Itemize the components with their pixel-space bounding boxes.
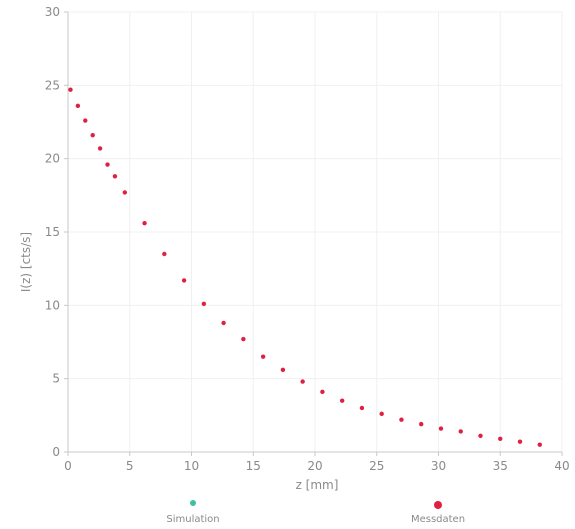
x-tick-label: 30: [431, 459, 446, 473]
y-tick-label: 25: [45, 78, 60, 92]
data-point: [517, 439, 523, 444]
data-point: [83, 118, 88, 123]
data-point: [419, 421, 424, 427]
data-point: [97, 146, 103, 151]
data-point: [379, 411, 384, 417]
data-point: [458, 429, 463, 434]
x-tick-label: 40: [554, 459, 569, 473]
data-point: [75, 103, 81, 109]
y-tick-label: 30: [45, 5, 60, 19]
data-point: [399, 417, 404, 422]
data-point: [260, 354, 266, 359]
legend-marker-simulation: [190, 500, 196, 506]
data-point: [221, 320, 226, 326]
x-tick-label: 5: [126, 459, 134, 473]
legend-item-messdaten[interactable]: Messdaten: [411, 501, 465, 525]
data-point: [162, 251, 167, 257]
y-tick-label: 10: [45, 298, 60, 312]
data-point: [181, 278, 187, 283]
x-tick-label: 10: [184, 459, 199, 473]
y-axis-title: I(z) [cts/s]: [19, 232, 33, 292]
data-point: [498, 436, 503, 441]
x-tick-label: 0: [64, 459, 72, 473]
data-point: [90, 133, 95, 138]
data-point: [359, 405, 365, 411]
y-tick-label: 15: [45, 225, 60, 239]
data-point: [537, 442, 542, 447]
data-point: [339, 398, 345, 403]
data-point: [241, 336, 246, 342]
grid-layer: [68, 11, 563, 452]
y-tick-label: 20: [45, 152, 60, 166]
data-point: [122, 190, 128, 195]
legend-marker-messdaten: [434, 501, 442, 509]
data-point: [105, 162, 110, 167]
legend-label-messdaten: Messdaten: [411, 514, 465, 525]
data-point: [201, 301, 207, 307]
y-tick-label: 0: [52, 445, 60, 459]
data-point: [68, 87, 73, 92]
x-axis-title: z [mm]: [296, 478, 339, 492]
legend-item-simulation[interactable]: Simulation: [166, 500, 220, 525]
data-point: [112, 174, 118, 179]
data-point: [300, 379, 305, 384]
x-tick-label: 35: [493, 459, 508, 473]
x-tick-label: 20: [307, 459, 322, 473]
data-point: [438, 426, 444, 431]
x-tick-label: 15: [246, 459, 261, 473]
data-point: [280, 367, 286, 373]
data-point: [142, 221, 147, 226]
points-layer: [68, 87, 542, 447]
y-tick-label: 5: [52, 372, 60, 386]
ticks-layer: 0 5 10 15 20 25 30 35 40 0 5 10 15 20 25 30: [45, 5, 570, 473]
data-point: [478, 433, 483, 439]
legend: Simulation Messdaten: [166, 500, 465, 525]
data-point: [320, 389, 325, 395]
x-tick-label: 25: [369, 459, 384, 473]
legend-label-simulation: Simulation: [166, 514, 219, 525]
